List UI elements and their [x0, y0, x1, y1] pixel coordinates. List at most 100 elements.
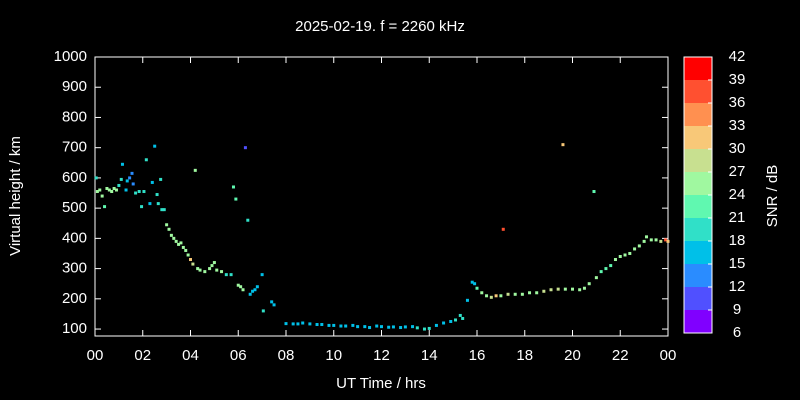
data-point	[623, 253, 627, 257]
data-point	[155, 193, 159, 197]
data-point	[117, 183, 121, 187]
data-point	[461, 316, 465, 320]
data-point	[659, 239, 663, 243]
data-point	[215, 268, 219, 272]
data-point	[196, 267, 200, 271]
data-point	[107, 188, 111, 192]
data-point	[120, 162, 124, 166]
data-point	[473, 282, 477, 286]
data-point	[241, 288, 245, 292]
colorbar-tick-label: 9	[733, 301, 741, 318]
data-point	[391, 325, 395, 329]
colorbar-band	[684, 172, 712, 195]
x-tick-label: 00	[660, 347, 677, 364]
y-tick-label: 100	[62, 320, 87, 337]
x-tick-label: 16	[469, 347, 486, 364]
data-point	[308, 322, 312, 326]
y-tick-label: 400	[62, 229, 87, 246]
data-point	[499, 294, 503, 298]
data-point	[186, 253, 190, 257]
data-point	[179, 241, 183, 245]
data-point	[119, 177, 123, 181]
data-point	[174, 239, 178, 243]
data-point	[137, 190, 141, 194]
data-point	[320, 323, 324, 327]
colorbar-band	[684, 80, 712, 103]
data-point	[411, 325, 415, 329]
data-point	[351, 323, 355, 327]
colorbar-band	[684, 310, 712, 333]
data-point	[124, 188, 128, 192]
data-point	[291, 322, 295, 326]
data-point	[480, 291, 484, 295]
colorbar-tick-label: 18	[729, 232, 746, 249]
data-point	[98, 188, 102, 192]
y-tick-label: 200	[62, 290, 87, 307]
data-point	[489, 295, 493, 299]
data-point	[475, 286, 479, 290]
data-point	[513, 292, 517, 296]
data-point	[563, 287, 567, 291]
data-point	[112, 186, 116, 190]
data-point	[169, 233, 173, 237]
data-point	[251, 289, 255, 293]
data-point	[253, 288, 257, 292]
data-point	[556, 287, 560, 291]
data-point	[332, 323, 336, 327]
data-point	[181, 245, 185, 249]
data-point	[380, 325, 383, 329]
data-point	[618, 255, 622, 259]
x-tick-label: 12	[373, 347, 390, 364]
data-point	[165, 223, 169, 227]
data-point	[224, 273, 228, 277]
data-point	[210, 264, 214, 268]
data-point	[613, 258, 617, 262]
data-point	[177, 242, 181, 246]
colorbar-tick-label: 39	[729, 71, 746, 88]
data-point	[212, 261, 216, 265]
y-tick-label: 500	[62, 199, 87, 216]
data-point	[609, 264, 613, 268]
data-point	[535, 291, 539, 295]
data-point	[454, 318, 458, 322]
data-point	[427, 326, 431, 330]
data-point	[599, 270, 603, 274]
data-point	[296, 322, 300, 326]
data-point	[494, 294, 498, 298]
data-point	[246, 218, 250, 222]
data-point	[142, 190, 146, 194]
data-point	[144, 158, 148, 162]
x-tick-label: 06	[230, 347, 247, 364]
data-point	[114, 188, 118, 192]
data-point	[344, 324, 348, 328]
x-axis-label: UT Time / hrs	[336, 375, 426, 392]
colorbar-tick-label: 12	[729, 278, 746, 295]
data-point	[239, 285, 243, 289]
data-point	[301, 321, 305, 325]
data-point	[633, 247, 637, 251]
colorbar-band	[684, 264, 712, 287]
data-point	[260, 273, 264, 277]
data-point	[604, 267, 608, 271]
data-point	[156, 202, 160, 206]
data-point	[153, 144, 157, 148]
data-point	[542, 289, 546, 293]
data-point	[284, 322, 288, 326]
data-point	[150, 180, 154, 184]
data-point	[327, 323, 331, 327]
colorbar-band	[684, 103, 712, 126]
data-point	[234, 197, 238, 201]
colorbar-tick-label: 6	[733, 324, 741, 341]
colorbar-tick-label: 27	[729, 163, 746, 180]
colorbar-tick-label: 21	[729, 209, 746, 226]
data-point	[442, 321, 446, 325]
data-point	[130, 171, 134, 175]
data-point	[159, 177, 163, 181]
x-tick-label: 20	[564, 347, 581, 364]
y-tick-label: 800	[62, 108, 87, 125]
data-point	[184, 248, 188, 252]
data-point	[549, 288, 553, 292]
colorbar-band	[684, 241, 712, 264]
data-point	[561, 143, 565, 147]
